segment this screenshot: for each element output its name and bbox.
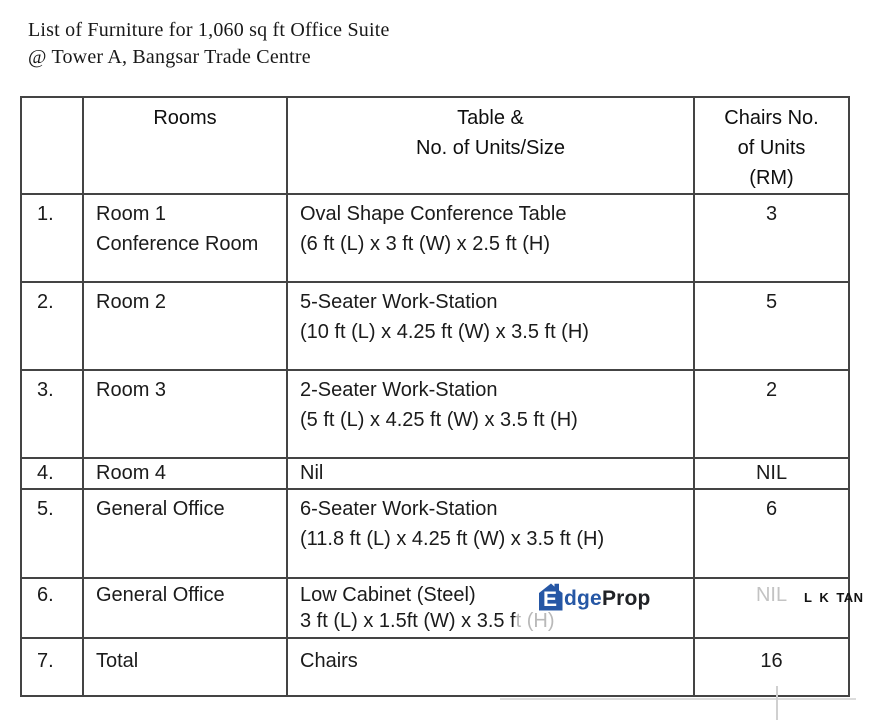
table-row: 6. General Office Low Cabinet (Steel) 3 … (20, 577, 850, 639)
row-number: 2. (20, 281, 84, 371)
edgeprop-text-dark: Prop (601, 587, 651, 610)
header-table-line1: Table & (457, 107, 524, 129)
room-line1: General Office (96, 498, 225, 520)
room-line1: Room 1 (96, 203, 167, 225)
table-row: 5. General Office 6-Seater Work-Station … (20, 488, 850, 579)
document-title: List of Furniture for 1,060 sq ft Office… (28, 17, 390, 71)
item-line2: (10 ft (L) x 4.25 ft (W) x 3.5 ft (H) (300, 321, 589, 343)
chairs-cell: 6 (693, 488, 850, 579)
room-line1: Room 4 (96, 462, 167, 484)
chairs-cell: 5 (693, 281, 850, 371)
header-cell-chairs: Chairs No. of Units (RM) (693, 96, 850, 195)
room-cell: General Office (82, 577, 288, 639)
header-chairs-line2: of Units (737, 137, 806, 159)
room-line1: Room 3 (96, 379, 167, 401)
table-row: 4. Room 4 Nil NIL (20, 457, 850, 490)
table-header-row: Rooms Table & No. of Units/Size Chairs N… (20, 96, 850, 195)
chairs-cell: 3 (693, 193, 850, 283)
item-cell: 5-Seater Work-Station (10 ft (L) x 4.25 … (286, 281, 695, 371)
item-cell: Chairs (286, 637, 695, 697)
header-chairs-line1: Chairs No. (724, 107, 819, 129)
table-row: 1. Room 1 Conference Room Oval Shape Con… (20, 193, 850, 283)
item-line2: (5 ft (L) x 4.25 ft (W) x 3.5 ft (H) (300, 409, 578, 431)
edgeprop-text-blue: dge (564, 587, 602, 610)
header-cell-index (20, 96, 84, 195)
item-line1: Chairs (300, 650, 358, 672)
row-number: 5. (20, 488, 84, 579)
room-line1: Total (96, 650, 139, 672)
item-line1: 2-Seater Work-Station (300, 379, 498, 401)
item-cell: 2-Seater Work-Station (5 ft (L) x 4.25 f… (286, 369, 695, 459)
chairs-cell: 16 (693, 637, 850, 697)
room-line1: Room 2 (96, 291, 167, 313)
room-line2: Conference Room (96, 233, 259, 255)
header-rooms-label: Rooms (153, 107, 217, 129)
row-number: 1. (20, 193, 84, 283)
row-number: 7. (20, 637, 84, 697)
table-row: 7. Total Chairs 16 (20, 637, 850, 697)
chairs-cell: NIL (693, 457, 850, 490)
item-line2: 3 ft (L) x 1.5ft (W) x 3.5 ft (H) (300, 608, 693, 634)
signature-text: L K TAN (804, 590, 864, 605)
room-cell: Total (82, 637, 288, 697)
edgeprop-logo-text: dgeProp (564, 582, 651, 614)
item-cell: Nil (286, 457, 695, 490)
row-number: 3. (20, 369, 84, 459)
room-cell: Room 3 (82, 369, 288, 459)
room-line1: General Office (96, 584, 225, 606)
room-cell: Room 4 (82, 457, 288, 490)
row-number: 6. (20, 577, 84, 639)
item-cell: 6-Seater Work-Station (11.8 ft (L) x 4.2… (286, 488, 695, 579)
item-line2: (6 ft (L) x 3 ft (W) x 2.5 ft (H) (300, 233, 551, 255)
title-line-1: List of Furniture for 1,060 sq ft Office… (28, 19, 390, 41)
table-row: 2. Room 2 5-Seater Work-Station (10 ft (… (20, 281, 850, 371)
item-line1: 6-Seater Work-Station (300, 498, 498, 520)
item-line1: Nil (300, 462, 324, 484)
header-cell-table: Table & No. of Units/Size (286, 96, 695, 195)
room-cell: Room 1 Conference Room (82, 193, 288, 283)
table-row: 3. Room 3 2-Seater Work-Station (5 ft (L… (20, 369, 850, 459)
scan-artifact-horizontal-line (500, 698, 856, 700)
room-cell: General Office (82, 488, 288, 579)
header-table-line2: No. of Units/Size (416, 137, 565, 159)
item-line1: 5-Seater Work-Station (300, 291, 498, 313)
row-number: 4. (20, 457, 84, 490)
item-cell: Oval Shape Conference Table (6 ft (L) x … (286, 193, 695, 283)
item-line2-faded: t (H) (515, 610, 555, 632)
item-cell: Low Cabinet (Steel) 3 ft (L) x 1.5ft (W)… (286, 577, 695, 639)
header-chairs-line3: (RM) (749, 167, 794, 189)
chairs-cell: NIL (693, 577, 850, 639)
edgeprop-watermark: E dgeProp (537, 582, 651, 614)
item-line1: Low Cabinet (Steel) (300, 584, 476, 606)
furniture-table: Rooms Table & No. of Units/Size Chairs N… (20, 96, 850, 697)
scan-artifact-vertical-line (776, 686, 778, 720)
item-line2: (11.8 ft (L) x 4.25 ft (W) x 3.5 ft (H) (300, 528, 605, 550)
item-line1: Oval Shape Conference Table (300, 203, 567, 225)
item-line2-main: 3 ft (L) x 1.5ft (W) x 3.5 f (300, 610, 516, 632)
edgeprop-house-letter: E (543, 588, 557, 611)
edgeprop-house-icon: E (539, 583, 563, 611)
title-line-2: @ Tower A, Bangsar Trade Centre (28, 46, 311, 68)
chairs-cell: 2 (693, 369, 850, 459)
header-cell-rooms: Rooms (82, 96, 288, 195)
room-cell: Room 2 (82, 281, 288, 371)
